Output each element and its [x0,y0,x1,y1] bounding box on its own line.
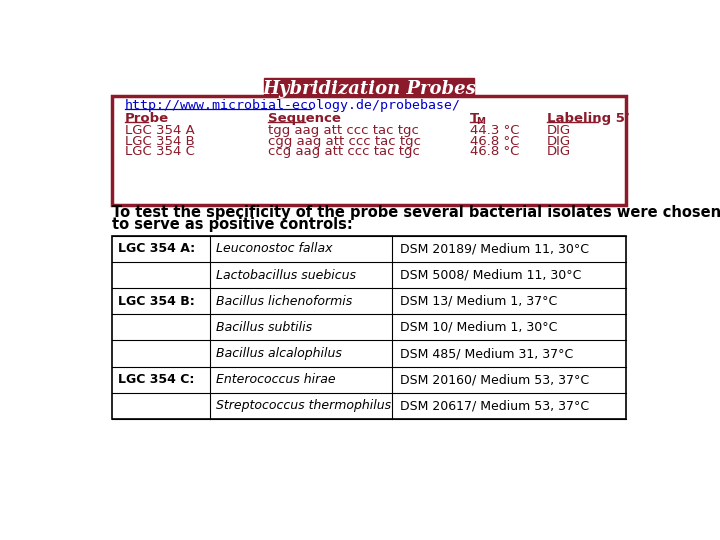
Text: ccg aag att ccc tac tgc: ccg aag att ccc tac tgc [269,145,420,158]
Text: LGC 354 A:: LGC 354 A: [118,242,195,255]
Text: 46.8 °C: 46.8 °C [469,145,519,158]
Text: 46.8 °C: 46.8 °C [469,134,519,147]
Text: LGC 354 B:: LGC 354 B: [118,295,194,308]
Text: DSM 485/ Medium 31, 37°C: DSM 485/ Medium 31, 37°C [400,347,573,360]
Text: DSM 20189/ Medium 11, 30°C: DSM 20189/ Medium 11, 30°C [400,242,589,255]
Text: Sequence: Sequence [269,112,341,125]
Text: M: M [476,117,485,125]
Text: DSM 20160/ Medium 53, 37°C: DSM 20160/ Medium 53, 37°C [400,373,589,386]
Text: DSM 20617/ Medium 53, 37°C: DSM 20617/ Medium 53, 37°C [400,400,589,413]
Text: tgg aag att ccc tac tgc: tgg aag att ccc tac tgc [269,124,419,137]
FancyBboxPatch shape [112,96,626,205]
Text: http://www.microbial-ecology.de/probebase/: http://www.microbial-ecology.de/probebas… [125,99,461,112]
Text: Streptococcus thermophilus: Streptococcus thermophilus [216,400,392,413]
Text: DSM 5008/ Medium 11, 30°C: DSM 5008/ Medium 11, 30°C [400,268,581,281]
Text: DSM 13/ Medium 1, 37°C: DSM 13/ Medium 1, 37°C [400,295,557,308]
Text: LGC 354 C:: LGC 354 C: [118,373,194,386]
Text: Bacillus lichenoformis: Bacillus lichenoformis [216,295,353,308]
Text: DIG: DIG [547,145,572,158]
Text: LGC 354 B: LGC 354 B [125,134,194,147]
Text: DIG: DIG [547,124,572,137]
Text: T: T [469,112,479,125]
FancyBboxPatch shape [112,236,626,419]
Text: Bacillus subtilis: Bacillus subtilis [216,321,312,334]
Text: cgg aag att ccc tac tgc: cgg aag att ccc tac tgc [269,134,421,147]
Text: Lactobacillus suebicus: Lactobacillus suebicus [216,268,356,281]
Text: Probe: Probe [125,112,169,125]
Text: DIG: DIG [547,134,572,147]
Text: 44.3 °C: 44.3 °C [469,124,519,137]
Text: to serve as positive controls:: to serve as positive controls: [112,218,353,232]
Text: To test the specificity of the probe several bacterial isolates were chosen: To test the specificity of the probe sev… [112,205,720,220]
Text: Bacillus alcalophilus: Bacillus alcalophilus [216,347,342,360]
Text: Hybridization Probes: Hybridization Probes [262,80,476,98]
Text: Enterococcus hirae: Enterococcus hirae [216,373,336,386]
FancyBboxPatch shape [264,78,474,99]
Text: DSM 10/ Medium 1, 30°C: DSM 10/ Medium 1, 30°C [400,321,557,334]
Text: Leuconostoc fallax: Leuconostoc fallax [216,242,333,255]
Text: LGC 354 C: LGC 354 C [125,145,194,158]
Text: Labeling 5’: Labeling 5’ [547,112,630,125]
Text: LGC 354 A: LGC 354 A [125,124,194,137]
